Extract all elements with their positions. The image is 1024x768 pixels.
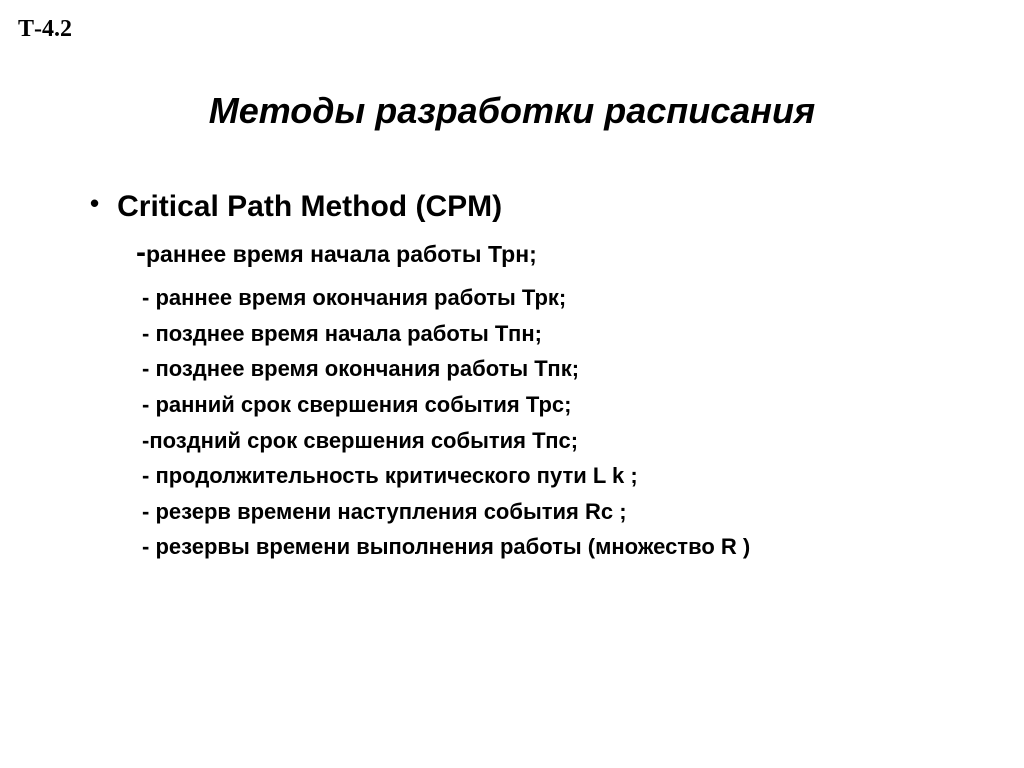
sub-item: - раннее время окончания работы Трк; [142,280,954,316]
sub-item: - резервы времени выполнения работы (мно… [142,529,954,565]
sub-item: - позднее время окончания работы Тпк; [142,351,954,387]
sub-item: -поздний срок свершения события Тпс; [142,423,954,459]
sub-item-first: -раннее время начала работы Трн; [136,236,954,270]
sub-item: - продолжительность критического пути L … [142,458,954,494]
slide: Т-4.2 Методы разработки расписания • Cri… [0,0,1024,768]
bullet-item: • Critical Path Method (CPM) [90,190,954,224]
sub-item: - позднее время начала работы Тпн; [142,316,954,352]
slide-title: Методы разработки расписания [0,90,1024,132]
corner-code: Т-4.2 [18,16,72,43]
bullet-marker-icon: • [90,190,99,216]
sub-item: - ранний срок свершения события Трс; [142,387,954,423]
bullet-heading: Critical Path Method (CPM) [117,190,502,224]
content-area: • Critical Path Method (CPM) -раннее вре… [90,190,954,565]
sub-item-first-dash: - [136,236,146,269]
sub-item-first-text: раннее время начала работы Трн; [146,241,537,267]
sub-item: - резерв времени наступления события Rc … [142,494,954,530]
